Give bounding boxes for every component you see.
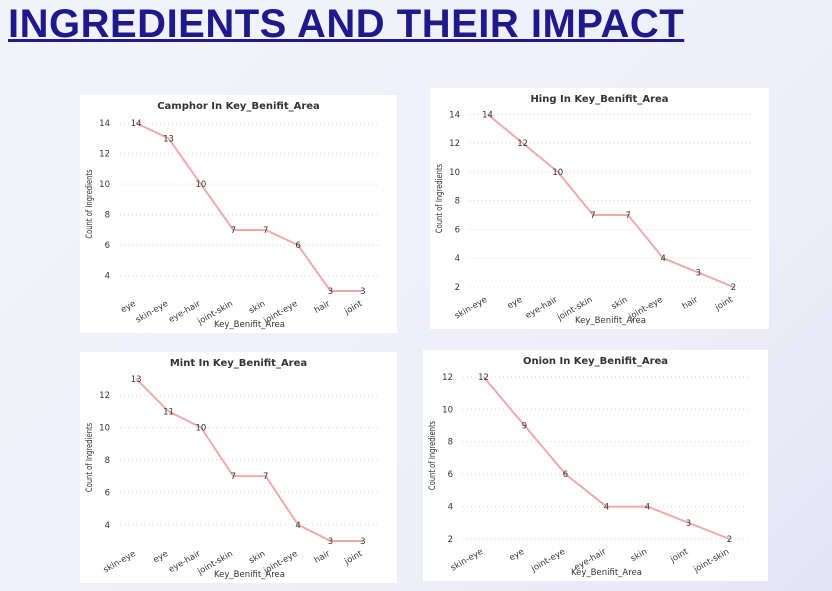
y-tick-label: 10 [99, 424, 110, 434]
x-tick-label: joint-eye [529, 547, 567, 575]
data-label: 13 [163, 134, 174, 144]
x-tick-label: eye [508, 547, 526, 563]
y-tick-label: 8 [105, 211, 110, 221]
chart-panel: Hing In Key_Benifit_Area Count of Ingredi… [430, 88, 769, 329]
data-label: 7 [231, 472, 236, 482]
data-label: 2 [731, 283, 736, 293]
chart-title: Mint In Key_Benifit_Area [170, 358, 307, 369]
data-label: 11 [163, 407, 174, 417]
y-axis-title: Count of Ingredients [434, 164, 444, 233]
data-label: 4 [604, 503, 609, 513]
data-label: 7 [263, 226, 268, 236]
x-tick-label: eye [152, 549, 170, 565]
data-label: 3 [360, 287, 365, 297]
y-tick-label: 8 [105, 456, 110, 466]
chart-title: Hing In Key_Benifit_Area [530, 94, 668, 105]
data-label: 3 [360, 537, 365, 547]
y-tick-label: 14 [99, 119, 110, 129]
x-tick-label: skin [610, 295, 630, 312]
chart-panel: Onion In Key_Benifit_Area Count of Ingred… [423, 350, 768, 581]
y-axis-title: Count of Ingredients [84, 169, 94, 238]
x-tick-label: eye [506, 295, 524, 311]
y-tick-label: 10 [99, 180, 110, 190]
data-label: 3 [328, 287, 333, 297]
data-line [482, 376, 730, 540]
page-title: INGREDIENTS AND THEIR IMPACT [8, 2, 685, 46]
data-label: 3 [686, 519, 691, 529]
y-tick-label: 6 [105, 488, 110, 498]
chart-title: Camphor In Key_Benifit_Area [157, 101, 320, 112]
y-tick-label: 10 [442, 405, 453, 415]
data-label: 7 [590, 211, 595, 221]
y-tick-label: 4 [455, 254, 460, 264]
y-tick-label: 12 [449, 139, 460, 149]
x-tick-label: skin [247, 549, 267, 566]
y-axis-title: Count of Ingredients [427, 421, 437, 490]
x-tick-label: skin-eye [453, 295, 489, 321]
data-label: 9 [522, 422, 527, 432]
x-tick-label: joint [342, 299, 365, 318]
x-tick-label: hair [313, 299, 333, 316]
y-tick-label: 6 [105, 241, 110, 251]
data-label: 2 [727, 535, 732, 545]
x-tick-label: hair [681, 295, 701, 312]
data-label: 4 [660, 254, 665, 264]
data-line [135, 122, 363, 292]
y-tick-label: 12 [442, 373, 453, 383]
data-label: 13 [131, 375, 142, 385]
data-label: 6 [563, 470, 568, 480]
y-axis-title: Count of Ingredients [84, 423, 94, 492]
data-label: 4 [295, 521, 300, 531]
x-tick-label: skin [247, 299, 267, 316]
y-tick-label: 8 [455, 197, 460, 207]
y-tick-label: 4 [448, 503, 453, 513]
y-tick-label: 8 [448, 438, 453, 448]
data-label: 12 [478, 373, 489, 383]
y-tick-label: 2 [455, 283, 460, 293]
y-tick-label: 6 [455, 225, 460, 235]
x-tick-label: joint [713, 295, 736, 314]
data-label: 12 [517, 139, 528, 149]
data-label: 10 [552, 168, 563, 178]
y-tick-label: 12 [99, 150, 110, 160]
x-axis-title: Key_Benifit_Area [214, 570, 285, 580]
data-label: 14 [482, 110, 493, 120]
data-line [486, 113, 734, 288]
y-tick-label: 4 [105, 521, 110, 531]
data-label: 7 [625, 211, 630, 221]
data-label: 10 [196, 424, 207, 434]
data-label: 7 [263, 472, 268, 482]
data-line [135, 378, 363, 542]
x-tick-label: skin-eye [102, 549, 138, 575]
y-tick-label: 4 [105, 272, 110, 282]
y-tick-label: 10 [449, 168, 460, 178]
x-tick-label: eye-hair [524, 295, 560, 321]
data-label: 14 [131, 119, 142, 129]
x-tick-label: joint-skin [692, 547, 731, 576]
data-label: 3 [696, 269, 701, 279]
x-tick-label: hair [313, 549, 333, 566]
data-label: 10 [196, 180, 207, 190]
chart-panel: Mint In Key_Benifit_Area Count of Ingredi… [80, 352, 397, 583]
x-tick-label: joint [668, 547, 691, 566]
data-label: 6 [295, 241, 300, 251]
x-tick-label: eye [119, 299, 137, 315]
x-tick-label: skin [629, 547, 649, 564]
x-tick-label: skin-eye [449, 547, 485, 573]
data-label: 3 [328, 537, 333, 547]
y-tick-label: 14 [449, 110, 460, 120]
x-axis-title: Key_Benifit_Area [575, 316, 646, 326]
chart-title: Onion In Key_Benifit_Area [523, 356, 668, 367]
data-label: 4 [645, 503, 650, 513]
data-label: 7 [231, 226, 236, 236]
x-axis-title: Key_Benifit_Area [214, 320, 285, 330]
chart-panel: Camphor In Key_Benifit_Area Count of Ingr… [80, 95, 397, 333]
x-tick-label: skin-eye [134, 299, 170, 325]
x-tick-label: joint [342, 549, 365, 568]
y-tick-label: 2 [448, 535, 453, 545]
y-tick-label: 6 [448, 470, 453, 480]
x-axis-title: Key_Benifit_Area [571, 568, 642, 578]
y-tick-label: 12 [99, 391, 110, 401]
